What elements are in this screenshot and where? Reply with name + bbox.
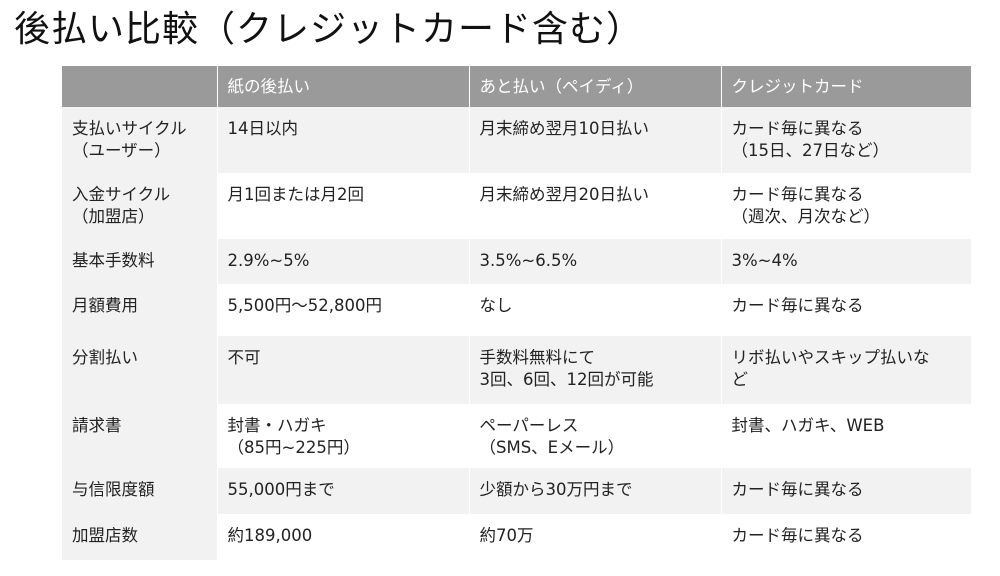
table-row: 入金サイクル （加盟店） 月1回または月2回 月末締め翌月20日払い カード毎に… [62,173,971,239]
table-cell: カード毎に異なる [720,468,971,514]
row-label: 入金サイクル （加盟店） [62,173,217,239]
row-label: 月額費用 [62,284,217,336]
header-corner-cell [62,66,217,107]
table-cell: 14日以内 [216,107,469,173]
row-label: 支払いサイクル （ユーザー） [62,107,217,173]
table-cell: 55,000円まで [216,468,469,514]
table-cell: 3%~4% [720,239,971,284]
header-credit-card: クレジットカード [720,66,971,107]
row-label: 基本手数料 [62,239,217,284]
header-paidy: あと払い（ペイディ） [468,66,721,107]
table-cell: 手数料無料にて 3回、6回、12回が可能 [468,336,721,404]
table-cell: 2.9%~5% [216,239,469,284]
row-label: 与信限度額 [62,468,217,514]
table-cell: 月1回または月2回 [216,173,469,239]
table-cell: カード毎に異なる [720,284,971,336]
table-cell: なし [468,284,721,336]
table-cell: 月末締め翌月10日払い [468,107,721,173]
header-paper-deferred: 紙の後払い [216,66,469,107]
row-label: 請求書 [62,404,217,468]
table-row: 基本手数料 2.9%~5% 3.5%~6.5% 3%~4% [62,239,971,284]
table-header-row: 紙の後払い あと払い（ペイディ） クレジットカード [62,66,971,107]
table-cell: カード毎に異なる （15日、27日など） [720,107,971,173]
table-cell: 不可 [216,336,469,404]
table-cell: カード毎に異なる [720,514,971,560]
table-cell: 月末締め翌月20日払い [468,173,721,239]
table-row: 月額費用 5,500円〜52,800円 なし カード毎に異なる [62,284,971,336]
table-cell: カード毎に異なる （週次、月次など） [720,173,971,239]
table-row: 与信限度額 55,000円まで 少額から30万円まで カード毎に異なる [62,468,971,514]
row-label: 分割払い [62,336,217,404]
table-cell: 少額から30万円まで [468,468,721,514]
table-cell: 封書、ハガキ、WEB [720,404,971,468]
page-title: 後払い比較（クレジットカード含む） [14,9,644,50]
table-row: 分割払い 不可 手数料無料にて 3回、6回、12回が可能 リボ払いやスキップ払い… [62,336,971,404]
table-cell: 5,500円〜52,800円 [216,284,469,336]
table-row: 加盟店数 約189,000 約70万 カード毎に異なる [62,514,971,560]
comparison-table: 紙の後払い あと払い（ペイディ） クレジットカード 支払いサイクル （ユーザー）… [62,66,971,560]
table-cell: 約189,000 [216,514,469,560]
table-cell: 約70万 [468,514,721,560]
table-cell: リボ払いやスキップ払いな ど [720,336,971,404]
table-row: 支払いサイクル （ユーザー） 14日以内 月末締め翌月10日払い カード毎に異な… [62,107,971,173]
table-cell: 3.5%~6.5% [468,239,721,284]
table-cell: ペーパーレス （SMS、Eメール） [468,404,721,468]
table-row: 請求書 封書・ハガキ （85円~225円） ペーパーレス （SMS、Eメール） … [62,404,971,468]
row-label: 加盟店数 [62,514,217,560]
table-cell: 封書・ハガキ （85円~225円） [216,404,469,468]
